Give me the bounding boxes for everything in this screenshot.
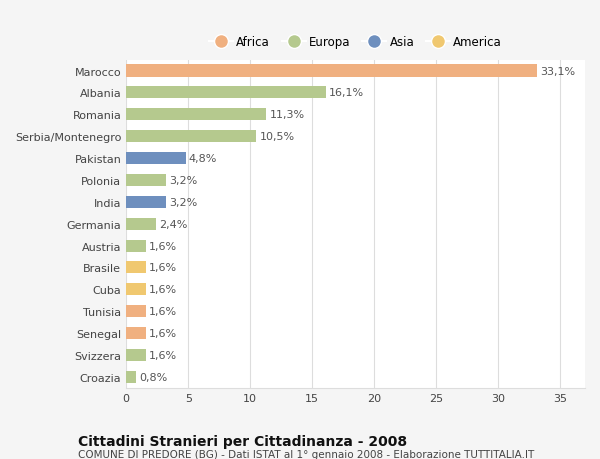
Text: 3,2%: 3,2% bbox=[169, 197, 197, 207]
Text: 1,6%: 1,6% bbox=[149, 241, 177, 251]
Bar bbox=[126, 284, 146, 296]
Bar bbox=[126, 262, 146, 274]
Text: 33,1%: 33,1% bbox=[540, 67, 575, 76]
Bar bbox=[126, 196, 166, 208]
Text: 1,6%: 1,6% bbox=[149, 328, 177, 338]
Text: 10,5%: 10,5% bbox=[260, 132, 295, 142]
Legend: Africa, Europa, Asia, America: Africa, Europa, Asia, America bbox=[207, 34, 505, 51]
Bar bbox=[126, 349, 146, 361]
Bar bbox=[126, 109, 266, 121]
Bar bbox=[126, 174, 166, 186]
Text: 11,3%: 11,3% bbox=[269, 110, 305, 120]
Text: 16,1%: 16,1% bbox=[329, 88, 364, 98]
Text: 0,8%: 0,8% bbox=[139, 372, 167, 382]
Bar bbox=[126, 218, 156, 230]
Text: 2,4%: 2,4% bbox=[159, 219, 187, 229]
Text: 1,6%: 1,6% bbox=[149, 263, 177, 273]
Bar bbox=[126, 240, 146, 252]
Bar bbox=[126, 87, 326, 99]
Text: 1,6%: 1,6% bbox=[149, 307, 177, 316]
Bar bbox=[126, 306, 146, 318]
Text: 3,2%: 3,2% bbox=[169, 175, 197, 185]
Bar bbox=[126, 131, 256, 143]
Text: 1,6%: 1,6% bbox=[149, 350, 177, 360]
Text: COMUNE DI PREDORE (BG) - Dati ISTAT al 1° gennaio 2008 - Elaborazione TUTTITALIA: COMUNE DI PREDORE (BG) - Dati ISTAT al 1… bbox=[78, 449, 534, 459]
Bar bbox=[126, 65, 536, 78]
Bar bbox=[126, 371, 136, 383]
Bar bbox=[126, 327, 146, 339]
Bar bbox=[126, 153, 186, 165]
Text: 4,8%: 4,8% bbox=[189, 154, 217, 164]
Text: 1,6%: 1,6% bbox=[149, 285, 177, 295]
Text: Cittadini Stranieri per Cittadinanza - 2008: Cittadini Stranieri per Cittadinanza - 2… bbox=[78, 434, 407, 448]
